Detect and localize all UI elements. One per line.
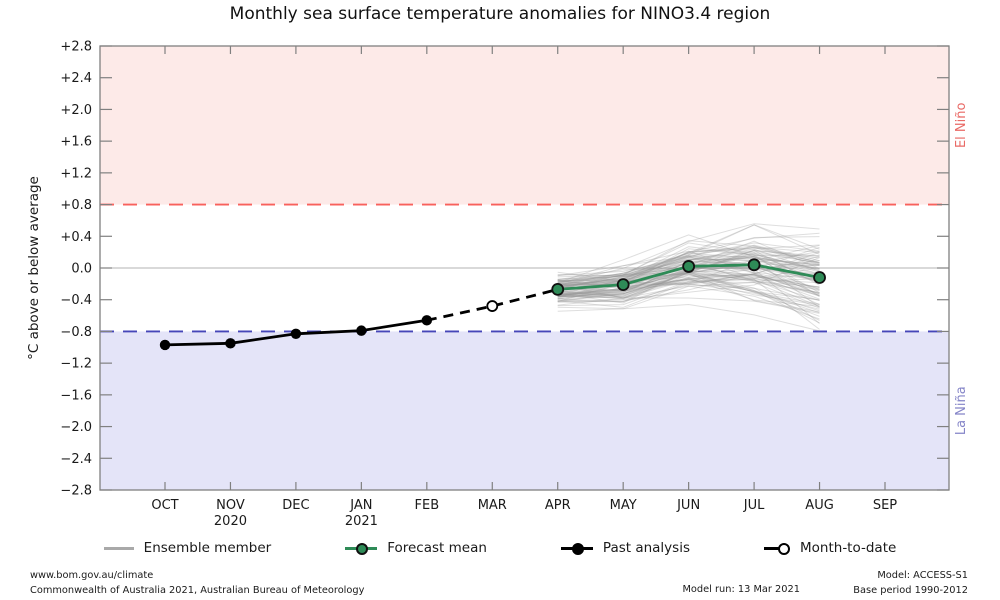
svg-text:DEC: DEC xyxy=(282,498,309,513)
legend-item-month-to-date: Month-to-date xyxy=(764,540,896,556)
svg-text:JUL: JUL xyxy=(743,498,765,513)
svg-text:La Niña: La Niña xyxy=(954,386,969,435)
legend-item-forecast-mean: Forecast mean xyxy=(345,540,487,556)
svg-text:−2.8: −2.8 xyxy=(60,484,92,499)
ensemble-line-swatch-icon xyxy=(103,542,134,554)
svg-text:El Niño: El Niño xyxy=(954,103,969,149)
chart-plot-area: +2.8 +2.4 +2.0 +1.6 +1.2 +0.8 +0.4 0.0 −0.4 −0.8 −… xyxy=(26,40,969,530)
axes: +2.8 +2.4 +2.0 +1.6 +1.2 +0.8 +0.4 0.0 −0.4 −0.8 −… xyxy=(60,40,950,529)
legend-item-past-analysis: Past analysis xyxy=(560,540,690,556)
svg-text:FEB: FEB xyxy=(415,498,440,513)
legend-label: Month-to-date xyxy=(800,540,897,556)
svg-text:NOV: NOV xyxy=(216,498,245,513)
svg-text:MAR: MAR xyxy=(478,498,507,513)
reference-lines xyxy=(100,203,949,333)
footer-model-info: Model: ACCESS-S1 Base period 1990-2012 xyxy=(853,569,968,598)
svg-text:+2.4: +2.4 xyxy=(60,71,92,86)
svg-text:−0.4: −0.4 xyxy=(60,293,92,308)
svg-text:JUN: JUN xyxy=(676,498,700,513)
svg-text:−0.8: −0.8 xyxy=(60,325,92,340)
svg-text:+1.2: +1.2 xyxy=(60,166,92,181)
svg-text:+1.6: +1.6 xyxy=(60,135,92,150)
footer-base-period: Base period 1990-2012 xyxy=(853,584,968,596)
forecast-mean-swatch-icon xyxy=(345,542,378,555)
svg-text:SEP: SEP xyxy=(873,498,897,513)
past-analysis-series xyxy=(159,315,433,351)
svg-text:0.0: 0.0 xyxy=(71,262,92,277)
chart-title: Monthly sea surface temperature anomalie… xyxy=(229,4,771,24)
legend-label: Ensemble member xyxy=(143,540,272,556)
month-to-date-series xyxy=(426,288,559,322)
forecast-mean-series xyxy=(551,258,826,296)
svg-text:−1.6: −1.6 xyxy=(60,388,92,403)
svg-text:APR: APR xyxy=(545,498,571,513)
svg-text:+2.0: +2.0 xyxy=(60,103,92,118)
chart-legend: Ensemble member Forecast mean Past analy… xyxy=(0,533,1000,563)
threshold-bands xyxy=(100,46,949,490)
ensemble-members xyxy=(557,223,820,332)
legend-item-ensemble: Ensemble member xyxy=(103,540,272,556)
legend-label: Past analysis xyxy=(602,540,690,556)
svg-text:−1.2: −1.2 xyxy=(60,357,92,372)
svg-text:−2.4: −2.4 xyxy=(60,452,92,467)
svg-text:+2.8: +2.8 xyxy=(60,40,92,55)
svg-text:2020: 2020 xyxy=(214,514,247,529)
svg-text:−2.0: −2.0 xyxy=(60,420,92,435)
svg-text:°C above or below average: °C above or below average xyxy=(26,176,42,360)
svg-text:JAN: JAN xyxy=(349,498,372,513)
footer-model-name: Model: ACCESS-S1 xyxy=(877,570,968,581)
svg-text:AUG: AUG xyxy=(805,498,833,513)
past-analysis-swatch-icon xyxy=(560,542,593,555)
legend-label: Forecast mean xyxy=(387,540,487,556)
svg-text:+0.4: +0.4 xyxy=(60,230,92,245)
footer-url: www.bom.gov.au/climate xyxy=(30,570,154,581)
footer-attribution: www.bom.gov.au/climate Commonwealth of A… xyxy=(30,569,364,598)
svg-text:2021: 2021 xyxy=(345,514,378,529)
footer-copyright: Commonwealth of Australia 2021, Australi… xyxy=(30,584,365,596)
svg-text:OCT: OCT xyxy=(151,498,178,513)
axis-labels: °C above or below average El Niño La Niña xyxy=(26,103,969,436)
month-to-date-swatch-icon xyxy=(764,542,790,555)
footer-model-run: Model run: 13 Mar 2021 xyxy=(682,584,800,595)
chart-footer: www.bom.gov.au/climate Commonwealth of A… xyxy=(0,566,1000,600)
svg-text:MAY: MAY xyxy=(610,498,637,513)
svg-text:+0.8: +0.8 xyxy=(60,198,92,213)
